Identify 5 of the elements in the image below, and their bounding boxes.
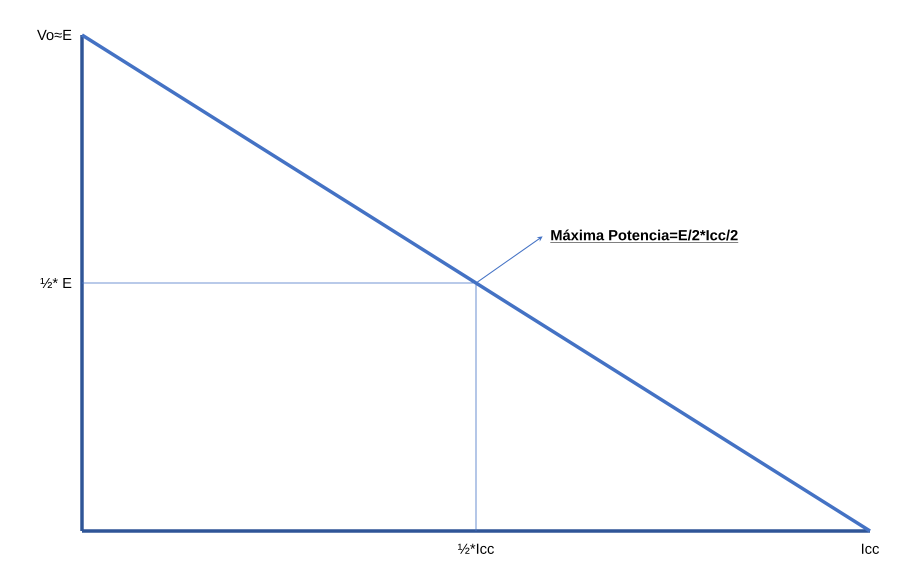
- annotation: Máxima Potencia=E/2*Icc/2: [551, 229, 738, 241]
- text: Vo≈E: [37, 30, 72, 40]
- x-tick-label: Icc: [862, 544, 879, 554]
- x-tick-label: ½*Icc: [458, 544, 494, 554]
- ref-line-label: ½* E: [40, 278, 72, 288]
